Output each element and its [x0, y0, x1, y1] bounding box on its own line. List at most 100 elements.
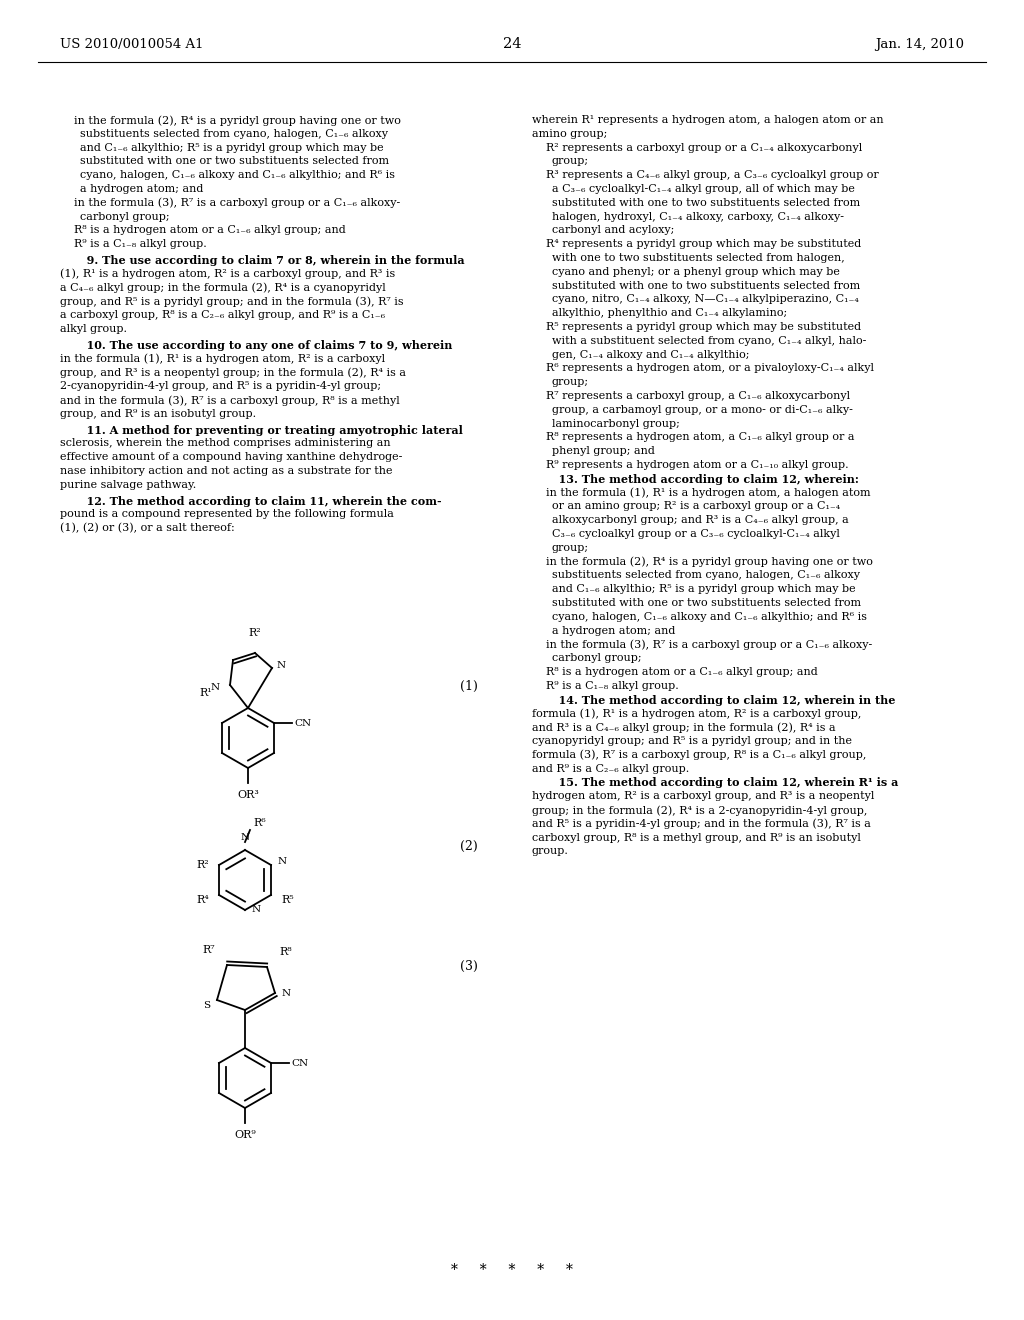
Text: in the formula (3), R⁷ is a carboxyl group or a C₁₋₆ alkoxy-: in the formula (3), R⁷ is a carboxyl gro… [60, 198, 400, 209]
Text: N: N [278, 858, 287, 866]
Text: group, and R³ is a neopentyl group; in the formula (2), R⁴ is a: group, and R³ is a neopentyl group; in t… [60, 367, 406, 378]
Text: group;: group; [552, 156, 589, 166]
Text: carbonyl and acyloxy;: carbonyl and acyloxy; [552, 226, 675, 235]
Text: (3): (3) [460, 960, 478, 973]
Text: a hydrogen atom; and: a hydrogen atom; and [80, 183, 204, 194]
Text: substituents selected from cyano, halogen, C₁₋₆ alkoxy: substituents selected from cyano, haloge… [80, 129, 388, 139]
Text: 24: 24 [503, 37, 521, 51]
Text: substituted with one to two substituents selected from: substituted with one to two substituents… [552, 281, 860, 290]
Text: laminocarbonyl group;: laminocarbonyl group; [552, 418, 680, 429]
Text: halogen, hydroxyl, C₁₋₄ alkoxy, carboxy, C₁₋₄ alkoxy-: halogen, hydroxyl, C₁₋₄ alkoxy, carboxy,… [552, 211, 844, 222]
Text: formula (1), R¹ is a hydrogen atom, R² is a carboxyl group,: formula (1), R¹ is a hydrogen atom, R² i… [532, 709, 861, 719]
Text: N: N [252, 906, 261, 915]
Text: group, and R⁹ is an isobutyl group.: group, and R⁹ is an isobutyl group. [60, 409, 256, 418]
Text: with a substituent selected from cyano, C₁₋₄ alkyl, halo-: with a substituent selected from cyano, … [552, 335, 866, 346]
Text: effective amount of a compound having xanthine dehydroge-: effective amount of a compound having xa… [60, 453, 402, 462]
Text: hydrogen atom, R² is a carboxyl group, and R³ is a neopentyl: hydrogen atom, R² is a carboxyl group, a… [532, 791, 874, 801]
Text: 12. The method according to claim 11, wherein the com-: 12. The method according to claim 11, wh… [60, 495, 441, 507]
Text: R³ represents a C₄₋₆ alkyl group, a C₃₋₆ cycloalkyl group or: R³ represents a C₄₋₆ alkyl group, a C₃₋₆… [532, 170, 879, 181]
Text: cyano and phenyl; or a phenyl group which may be: cyano and phenyl; or a phenyl group whic… [552, 267, 840, 277]
Text: and R⁹ is a C₂₋₆ alkyl group.: and R⁹ is a C₂₋₆ alkyl group. [532, 763, 689, 774]
Text: R⁷: R⁷ [203, 945, 215, 954]
Text: a carboxyl group, R⁸ is a C₂₋₆ alkyl group, and R⁹ is a C₁₋₆: a carboxyl group, R⁸ is a C₂₋₆ alkyl gro… [60, 310, 385, 321]
Text: N: N [211, 684, 220, 693]
Text: alkylthio, phenylthio and C₁₋₄ alkylamino;: alkylthio, phenylthio and C₁₋₄ alkylamin… [552, 308, 787, 318]
Text: R⁶ represents a hydrogen atom, or a pivaloyloxy-C₁₋₄ alkyl: R⁶ represents a hydrogen atom, or a piva… [532, 363, 874, 374]
Text: (1), R¹ is a hydrogen atom, R² is a carboxyl group, and R³ is: (1), R¹ is a hydrogen atom, R² is a carb… [60, 269, 395, 280]
Text: R⁷ represents a carboxyl group, a C₁₋₆ alkoxycarbonyl: R⁷ represents a carboxyl group, a C₁₋₆ a… [532, 391, 850, 401]
Text: in the formula (2), R⁴ is a pyridyl group having one or two: in the formula (2), R⁴ is a pyridyl grou… [60, 115, 400, 125]
Text: group; in the formula (2), R⁴ is a 2-cyanopyridin-4-yl group,: group; in the formula (2), R⁴ is a 2-cya… [532, 805, 867, 816]
Text: N: N [241, 833, 250, 842]
Text: CN: CN [291, 1059, 308, 1068]
Text: R⁶: R⁶ [253, 818, 266, 828]
Text: S: S [203, 1001, 210, 1010]
Text: in the formula (2), R⁴ is a pyridyl group having one or two: in the formula (2), R⁴ is a pyridyl grou… [532, 557, 872, 568]
Text: CN: CN [294, 718, 311, 727]
Text: a hydrogen atom; and: a hydrogen atom; and [552, 626, 676, 636]
Text: carbonyl group;: carbonyl group; [552, 653, 642, 663]
Text: R⁸ is a hydrogen atom or a C₁₋₆ alkyl group; and: R⁸ is a hydrogen atom or a C₁₋₆ alkyl gr… [60, 226, 346, 235]
Text: N: N [278, 660, 286, 669]
Text: with one to two substituents selected from halogen,: with one to two substituents selected fr… [552, 253, 845, 263]
Text: substituents selected from cyano, halogen, C₁₋₆ alkoxy: substituents selected from cyano, haloge… [552, 570, 860, 581]
Text: cyano, halogen, C₁₋₆ alkoxy and C₁₋₆ alkylthio; and R⁶ is: cyano, halogen, C₁₋₆ alkoxy and C₁₋₆ alk… [552, 611, 867, 622]
Text: nase inhibitory action and not acting as a substrate for the: nase inhibitory action and not acting as… [60, 466, 392, 477]
Text: R²: R² [197, 861, 209, 870]
Text: R⁴ represents a pyridyl group which may be substituted: R⁴ represents a pyridyl group which may … [532, 239, 861, 249]
Text: R⁸ represents a hydrogen atom, a C₁₋₆ alkyl group or a: R⁸ represents a hydrogen atom, a C₁₋₆ al… [532, 433, 854, 442]
Text: formula (3), R⁷ is a carboxyl group, R⁸ is a C₁₋₆ alkyl group,: formula (3), R⁷ is a carboxyl group, R⁸ … [532, 750, 866, 760]
Text: in the formula (1), R¹ is a hydrogen atom, a halogen atom: in the formula (1), R¹ is a hydrogen ato… [532, 487, 870, 498]
Text: group;: group; [552, 543, 589, 553]
Text: group, and R⁵ is a pyridyl group; and in the formula (3), R⁷ is: group, and R⁵ is a pyridyl group; and in… [60, 297, 403, 308]
Text: (1), (2) or (3), or a salt thereof:: (1), (2) or (3), or a salt thereof: [60, 523, 234, 533]
Text: group, a carbamoyl group, or a mono- or di-C₁₋₆ alky-: group, a carbamoyl group, or a mono- or … [552, 405, 853, 414]
Text: R²: R² [249, 628, 261, 638]
Text: 9. The use according to claim 7 or 8, wherein in the formula: 9. The use according to claim 7 or 8, wh… [60, 255, 465, 267]
Text: *     *     *     *     *: * * * * * [451, 1263, 573, 1276]
Text: R⁹ is a C₁₋₈ alkyl group.: R⁹ is a C₁₋₈ alkyl group. [532, 681, 679, 690]
Text: R⁹ represents a hydrogen atom or a C₁₋₁₀ alkyl group.: R⁹ represents a hydrogen atom or a C₁₋₁₀… [532, 459, 849, 470]
Text: 14. The method according to claim 12, wherein in the: 14. The method according to claim 12, wh… [532, 694, 895, 706]
Text: wherein R¹ represents a hydrogen atom, a halogen atom or an: wherein R¹ represents a hydrogen atom, a… [532, 115, 884, 125]
Text: R¹: R¹ [200, 688, 212, 698]
Text: and C₁₋₆ alkylthio; R⁵ is a pyridyl group which may be: and C₁₋₆ alkylthio; R⁵ is a pyridyl grou… [552, 585, 856, 594]
Text: carbonyl group;: carbonyl group; [80, 211, 170, 222]
Text: in the formula (3), R⁷ is a carboxyl group or a C₁₋₆ alkoxy-: in the formula (3), R⁷ is a carboxyl gro… [532, 639, 872, 649]
Text: 2-cyanopyridin-4-yl group, and R⁵ is a pyridin-4-yl group;: 2-cyanopyridin-4-yl group, and R⁵ is a p… [60, 381, 381, 391]
Text: C₃₋₆ cycloalkyl group or a C₃₋₆ cycloalkyl-C₁₋₄ alkyl: C₃₋₆ cycloalkyl group or a C₃₋₆ cycloalk… [552, 529, 840, 539]
Text: cyano, halogen, C₁₋₆ alkoxy and C₁₋₆ alkylthio; and R⁶ is: cyano, halogen, C₁₋₆ alkoxy and C₁₋₆ alk… [80, 170, 395, 181]
Text: pound is a compound represented by the following formula: pound is a compound represented by the f… [60, 510, 394, 519]
Text: substituted with one or two substituents selected from: substituted with one or two substituents… [80, 156, 389, 166]
Text: sclerosis, wherein the method comprises administering an: sclerosis, wherein the method comprises … [60, 438, 390, 449]
Text: 10. The use according to any one of claims 7 to 9, wherein: 10. The use according to any one of clai… [60, 339, 453, 351]
Text: in the formula (1), R¹ is a hydrogen atom, R² is a carboxyl: in the formula (1), R¹ is a hydrogen ato… [60, 354, 385, 364]
Text: a C₄₋₆ alkyl group; in the formula (2), R⁴ is a cyanopyridyl: a C₄₋₆ alkyl group; in the formula (2), … [60, 282, 386, 293]
Text: alkoxycarbonyl group; and R³ is a C₄₋₆ alkyl group, a: alkoxycarbonyl group; and R³ is a C₄₋₆ a… [552, 515, 849, 525]
Text: R⁸: R⁸ [279, 946, 292, 957]
Text: and C₁₋₆ alkylthio; R⁵ is a pyridyl group which may be: and C₁₋₆ alkylthio; R⁵ is a pyridyl grou… [80, 143, 384, 153]
Text: carboxyl group, R⁸ is a methyl group, and R⁹ is an isobutyl: carboxyl group, R⁸ is a methyl group, an… [532, 833, 861, 842]
Text: OR³: OR³ [238, 789, 259, 800]
Text: R² represents a carboxyl group or a C₁₋₄ alkoxycarbonyl: R² represents a carboxyl group or a C₁₋₄… [532, 143, 862, 153]
Text: OR⁹: OR⁹ [234, 1130, 256, 1140]
Text: amino group;: amino group; [532, 129, 607, 139]
Text: R⁹ is a C₁₋₈ alkyl group.: R⁹ is a C₁₋₈ alkyl group. [60, 239, 207, 249]
Text: N: N [282, 989, 291, 998]
Text: and R³ is a C₄₋₆ alkyl group; in the formula (2), R⁴ is a: and R³ is a C₄₋₆ alkyl group; in the for… [532, 722, 836, 733]
Text: (1): (1) [460, 680, 478, 693]
Text: or an amino group; R² is a carboxyl group or a C₁₋₄: or an amino group; R² is a carboxyl grou… [552, 502, 841, 511]
Text: gen, C₁₋₄ alkoxy and C₁₋₄ alkylthio;: gen, C₁₋₄ alkoxy and C₁₋₄ alkylthio; [552, 350, 750, 359]
Text: and R⁵ is a pyridin-4-yl group; and in the formula (3), R⁷ is a: and R⁵ is a pyridin-4-yl group; and in t… [532, 818, 870, 829]
Text: (2): (2) [460, 840, 478, 853]
Text: US 2010/0010054 A1: US 2010/0010054 A1 [60, 38, 204, 51]
Text: substituted with one or two substituents selected from: substituted with one or two substituents… [552, 598, 861, 609]
Text: R⁵: R⁵ [281, 895, 294, 906]
Text: group;: group; [552, 378, 589, 387]
Text: R⁵ represents a pyridyl group which may be substituted: R⁵ represents a pyridyl group which may … [532, 322, 861, 333]
Text: purine salvage pathway.: purine salvage pathway. [60, 479, 197, 490]
Text: cyano, nitro, C₁₋₄ alkoxy, N—C₁₋₄ alkylpiperazino, C₁₋₄: cyano, nitro, C₁₋₄ alkoxy, N—C₁₋₄ alkylp… [552, 294, 859, 305]
Text: substituted with one to two substituents selected from: substituted with one to two substituents… [552, 198, 860, 207]
Text: Jan. 14, 2010: Jan. 14, 2010 [874, 38, 964, 51]
Text: alkyl group.: alkyl group. [60, 323, 127, 334]
